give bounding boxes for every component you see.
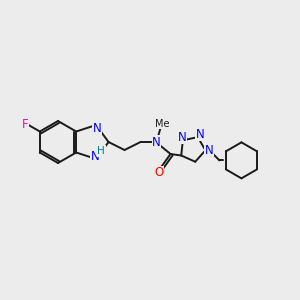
Text: N: N — [91, 151, 100, 164]
Text: N: N — [205, 144, 214, 157]
Text: N: N — [195, 128, 204, 141]
Text: O: O — [154, 167, 163, 179]
Text: N: N — [93, 122, 101, 134]
Text: N: N — [178, 131, 186, 144]
Text: N: N — [152, 136, 161, 148]
Text: H: H — [97, 146, 105, 156]
Text: F: F — [21, 118, 28, 131]
Text: Me: Me — [155, 119, 170, 129]
